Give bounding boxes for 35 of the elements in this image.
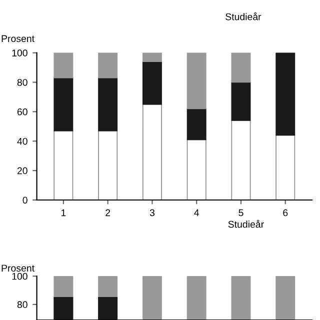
x-tick-label: 3 — [150, 209, 154, 216]
y-tick-label: 20 — [17, 167, 28, 174]
bar — [98, 52, 118, 78]
bar — [231, 120, 251, 200]
bar — [186, 108, 206, 140]
x-tick-label: 2 — [106, 209, 110, 216]
text: Studieår — [226, 12, 262, 20]
bar — [98, 130, 118, 200]
bar — [142, 104, 162, 200]
x-axis-title: Studieår — [228, 220, 264, 228]
bar — [276, 52, 296, 136]
bar — [186, 139, 206, 200]
x-tick-label: 6 — [283, 209, 288, 216]
bar — [142, 61, 162, 105]
y-tick-label: 40 — [17, 138, 28, 145]
bar — [142, 52, 162, 62]
bar — [231, 52, 251, 83]
y-tick-label: 0 — [22, 196, 28, 204]
x-tick-label: 4 — [194, 209, 200, 216]
x-tick-label: 5 — [238, 209, 244, 216]
y-tick-label: 60 — [17, 108, 28, 116]
bar — [186, 52, 206, 110]
y-tick-label: 80 — [17, 301, 28, 308]
bar — [54, 130, 74, 200]
x-tick-label: 1 — [61, 209, 66, 216]
bar — [54, 77, 74, 132]
y-tick-label: 100 — [12, 50, 28, 56]
bar — [98, 77, 118, 132]
y-axis-title: Prosent — [2, 264, 34, 272]
bar — [276, 134, 296, 200]
y-axis-title: Prosent — [2, 35, 34, 42]
y-tick-label: 80 — [17, 78, 28, 86]
bar — [54, 52, 74, 78]
bar — [231, 82, 251, 121]
y-tick-label: 100 — [12, 272, 28, 280]
